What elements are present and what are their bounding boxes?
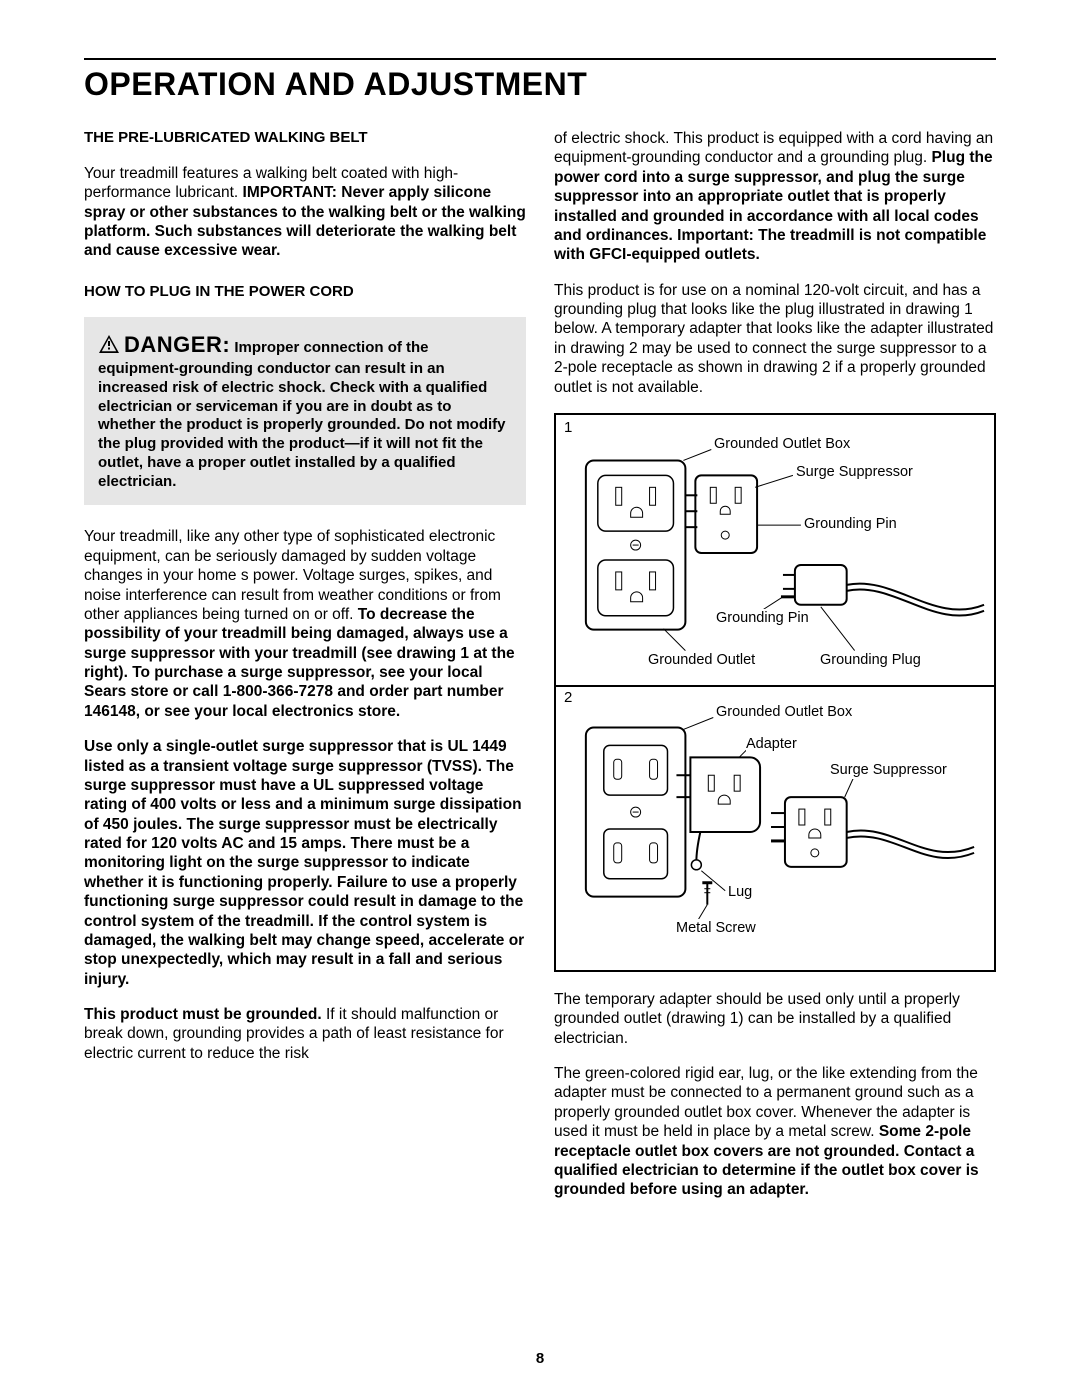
- top-rule: [84, 58, 996, 60]
- danger-callout: DANGER: Improper connection of the equip…: [84, 317, 526, 505]
- belt-heading: THE PRE-LUBRICATED WALKING BELT: [84, 129, 526, 148]
- right-p1: of electric shock. This product is equip…: [554, 129, 996, 265]
- figure-drawing-2: [556, 687, 994, 967]
- document-page: OPERATION AND ADJUSTMENT THE PRE-LUBRICA…: [0, 0, 1080, 1397]
- right-p1-plain: of electric shock. This product is equip…: [554, 130, 993, 166]
- voltage-p3-lead: This product must be grounded.: [84, 1006, 322, 1023]
- label-adapter: Adapter: [746, 735, 797, 753]
- right-p4: The green-colored rigid ear, lug, or the…: [554, 1064, 996, 1200]
- belt-paragraph: Your treadmill features a walking belt c…: [84, 164, 526, 261]
- label-grounded-outlet-box-2: Grounded Outlet Box: [716, 703, 852, 721]
- two-column-layout: THE PRE-LUBRICATED WALKING BELT Your tre…: [84, 129, 996, 1344]
- left-column: THE PRE-LUBRICATED WALKING BELT Your tre…: [84, 129, 526, 1344]
- label-grounding-plug: Grounding Plug: [820, 651, 921, 669]
- danger-text: Improper connection of the equipment-gro…: [98, 339, 506, 489]
- warning-triangle-icon: [98, 334, 120, 360]
- figure-drawing-1: [556, 415, 994, 705]
- label-grounding-pin-top: Grounding Pin: [804, 515, 897, 533]
- label-metal-screw: Metal Screw: [676, 919, 756, 937]
- page-number: 8: [84, 1344, 996, 1367]
- right-p1-bold: Plug the power cord into a surge suppres…: [554, 149, 993, 263]
- label-surge-suppressor-1: Surge Suppressor: [796, 463, 913, 481]
- label-lug: Lug: [728, 883, 752, 901]
- right-p3: The temporary adapter should be used onl…: [554, 990, 996, 1048]
- label-surge-suppressor-2: Surge Suppressor: [830, 761, 947, 779]
- label-grounded-outlet: Grounded Outlet: [648, 651, 755, 669]
- voltage-paragraph3: This product must be grounded. If it sho…: [84, 1005, 526, 1063]
- label-grounded-outlet-box-1: Grounded Outlet Box: [714, 435, 850, 453]
- right-p2: This product is for use on a nominal 120…: [554, 281, 996, 397]
- page-title: OPERATION AND ADJUSTMENT: [84, 66, 996, 103]
- label-grounding-pin-bottom: Grounding Pin: [716, 609, 809, 627]
- wiring-figure: 1: [554, 413, 996, 972]
- voltage-paragraph1: Your treadmill, like any other type of s…: [84, 527, 526, 721]
- right-column: of electric shock. This product is equip…: [554, 129, 996, 1344]
- powercord-heading: HOW TO PLUG IN THE POWER CORD: [84, 283, 526, 302]
- danger-word: DANGER:: [124, 332, 230, 357]
- voltage-paragraph2: Use only a single-outlet surge suppresso…: [84, 737, 526, 989]
